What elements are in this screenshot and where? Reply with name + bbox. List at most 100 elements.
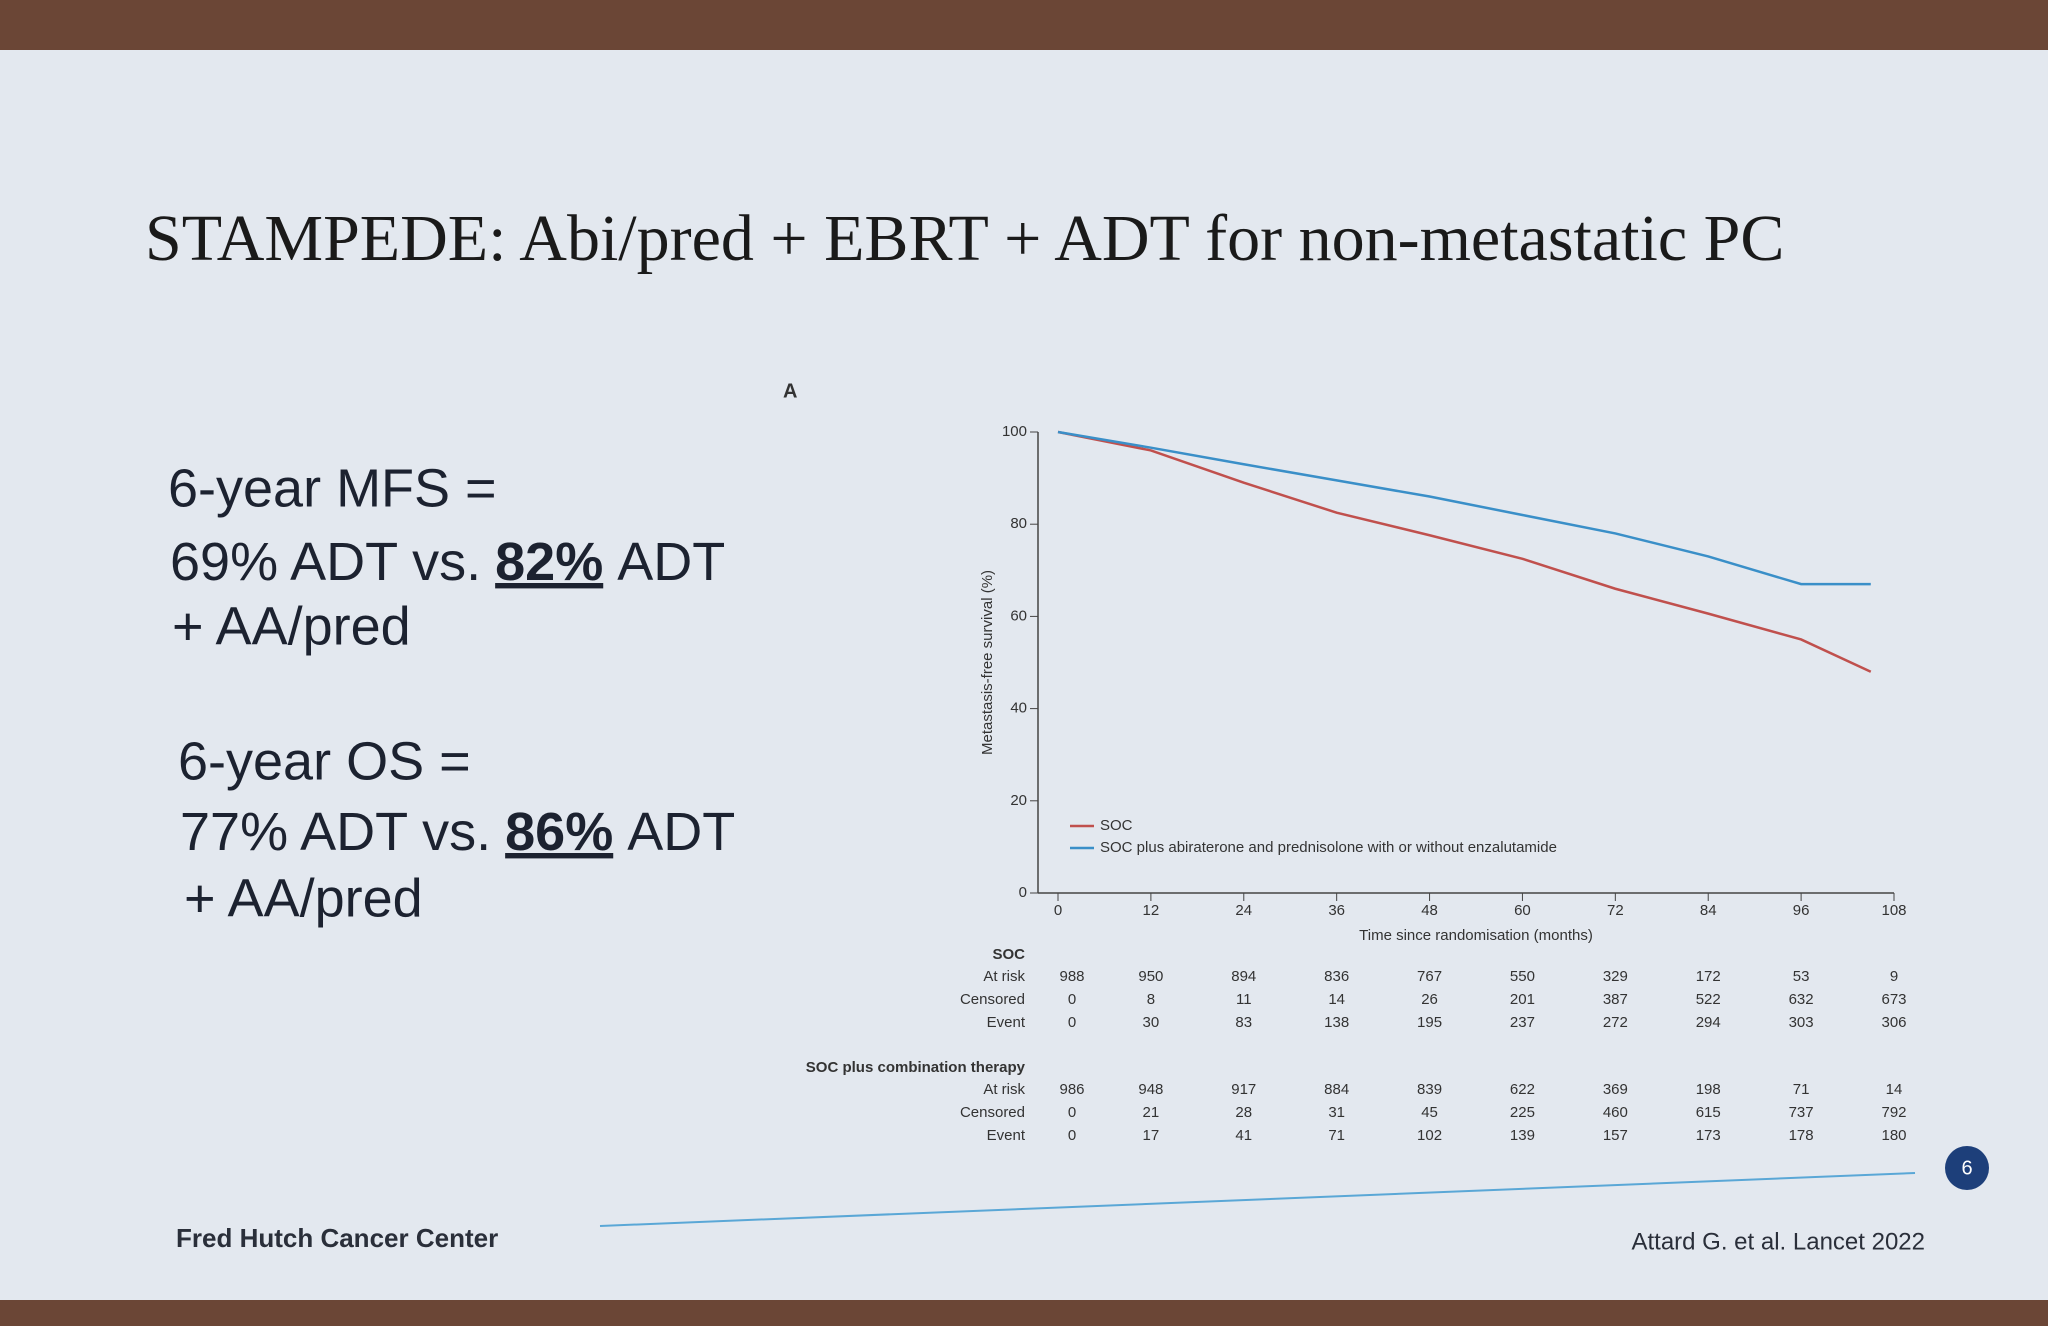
risk-cell: 884	[1324, 1081, 1349, 1098]
risk-cell: 21	[1143, 1104, 1160, 1121]
legend-label: SOC	[1100, 817, 1133, 834]
risk-cell: 329	[1603, 968, 1628, 985]
risk-cell: 180	[1881, 1127, 1906, 1144]
risk-cell: 294	[1696, 1014, 1721, 1031]
risk-cell: 102	[1417, 1127, 1442, 1144]
risk-row-label: Event	[987, 1014, 1026, 1031]
x-tick-label: 48	[1421, 902, 1438, 919]
x-tick-label: 36	[1328, 902, 1345, 919]
risk-group-name: SOC plus combination therapy	[806, 1059, 1026, 1076]
y-tick-label: 40	[1010, 700, 1027, 717]
os-comparison: 77% ADT vs.	[180, 802, 491, 862]
risk-cell: 387	[1603, 991, 1628, 1008]
mfs-line: 69% ADT vs. 82% ADT	[170, 532, 725, 592]
risk-row-label: Event	[987, 1127, 1026, 1144]
x-tick-label: 0	[1054, 902, 1062, 919]
footer: Fred Hutch Cancer Center	[176, 1223, 498, 1253]
risk-cell: 195	[1417, 1014, 1442, 1031]
x-tick-label: 24	[1235, 902, 1252, 919]
risk-cell: 894	[1231, 968, 1256, 985]
risk-cell: 14	[1328, 991, 1345, 1008]
risk-cell: 138	[1324, 1014, 1349, 1031]
mfs-highlight: 82%	[495, 532, 603, 592]
y-tick-label: 20	[1010, 792, 1027, 809]
os-heading: 6-year OS =	[178, 731, 471, 791]
risk-cell: 522	[1696, 991, 1721, 1008]
risk-cell: 792	[1881, 1104, 1906, 1121]
risk-cell: 986	[1059, 1081, 1084, 1098]
risk-cell: 17	[1143, 1127, 1160, 1144]
y-tick-label: 80	[1010, 515, 1027, 532]
mfs-comparison: 69% ADT vs.	[170, 532, 481, 592]
legend-label: SOC plus abiraterone and prednisolone wi…	[1100, 839, 1557, 856]
risk-cell: 26	[1421, 991, 1438, 1008]
risk-cell: 30	[1143, 1014, 1160, 1031]
y-tick-label: 0	[1019, 884, 1027, 901]
risk-cell: 615	[1696, 1104, 1721, 1121]
y-tick-label: 100	[1002, 423, 1027, 440]
x-tick-label: 108	[1881, 902, 1906, 919]
risk-cell: 950	[1138, 968, 1163, 985]
footer-rule	[599, 1172, 1916, 1227]
risk-cell: 28	[1235, 1104, 1252, 1121]
risk-cell: 917	[1231, 1081, 1256, 1098]
mfs-heading: 6-year MFS =	[168, 458, 497, 518]
x-tick-label: 60	[1514, 902, 1531, 919]
citation: Attard G. et al. Lancet 2022	[1631, 1228, 1925, 1255]
os-line: 77% ADT vs. 86% ADT	[180, 802, 735, 862]
x-axis-label: Time since randomisation (months)	[1359, 927, 1593, 944]
risk-cell: 225	[1510, 1104, 1535, 1121]
risk-cell: 737	[1789, 1104, 1814, 1121]
risk-cell: 369	[1603, 1081, 1628, 1098]
risk-cell: 632	[1789, 991, 1814, 1008]
risk-row-label: Censored	[960, 1104, 1025, 1121]
x-tick-label: 12	[1143, 902, 1160, 919]
risk-cell: 0	[1068, 991, 1076, 1008]
risk-cell: 767	[1417, 968, 1442, 985]
page-badge	[1945, 1146, 1989, 1190]
risk-row-label: At risk	[983, 968, 1025, 985]
risk-cell: 460	[1603, 1104, 1628, 1121]
risk-cell: 237	[1510, 1014, 1535, 1031]
risk-cell: 53	[1793, 968, 1810, 985]
risk-cell: 303	[1789, 1014, 1814, 1031]
page-number: 6	[1961, 1157, 1972, 1179]
risk-row-label: Censored	[960, 991, 1025, 1008]
risk-cell: 83	[1235, 1014, 1252, 1031]
slide	[0, 50, 2048, 1300]
risk-cell: 948	[1138, 1081, 1163, 1098]
risk-row-label: At risk	[983, 1081, 1025, 1098]
risk-cell: 71	[1793, 1081, 1810, 1098]
risk-cell: 173	[1696, 1127, 1721, 1144]
risk-cell: 201	[1510, 991, 1535, 1008]
panel-label: A	[783, 380, 797, 402]
survival-line	[1057, 430, 1871, 586]
x-tick-label: 84	[1700, 902, 1717, 919]
risk-cell: 198	[1696, 1081, 1721, 1098]
y-tick-label: 60	[1010, 607, 1027, 624]
os-arm: ADT	[627, 802, 735, 862]
risk-group-name: SOC	[992, 946, 1025, 963]
risk-cell: 71	[1328, 1127, 1345, 1144]
risk-cell: 0	[1068, 1104, 1076, 1121]
mfs-arm: ADT	[617, 532, 725, 592]
risk-cell: 8	[1147, 991, 1155, 1008]
risk-cell: 673	[1881, 991, 1906, 1008]
risk-cell: 839	[1417, 1081, 1442, 1098]
y-axis-label: Metastasis-free survival (%)	[979, 570, 996, 755]
risk-cell: 272	[1603, 1014, 1628, 1031]
slide-title: STAMPEDE: Abi/pred + EBRT + ADT for non-…	[145, 202, 1784, 275]
risk-cell: 0	[1068, 1127, 1076, 1144]
risk-cell: 41	[1235, 1127, 1252, 1144]
x-tick-label: 72	[1607, 902, 1624, 919]
os-highlight: 86%	[505, 802, 613, 862]
risk-cell: 139	[1510, 1127, 1535, 1144]
risk-cell: 11	[1236, 991, 1252, 1008]
risk-cell: 172	[1696, 968, 1721, 985]
risk-cell: 622	[1510, 1081, 1535, 1098]
mfs-arm-cont: + AA/pred	[172, 596, 411, 656]
risk-cell: 306	[1881, 1014, 1906, 1031]
x-tick-label: 96	[1793, 902, 1810, 919]
